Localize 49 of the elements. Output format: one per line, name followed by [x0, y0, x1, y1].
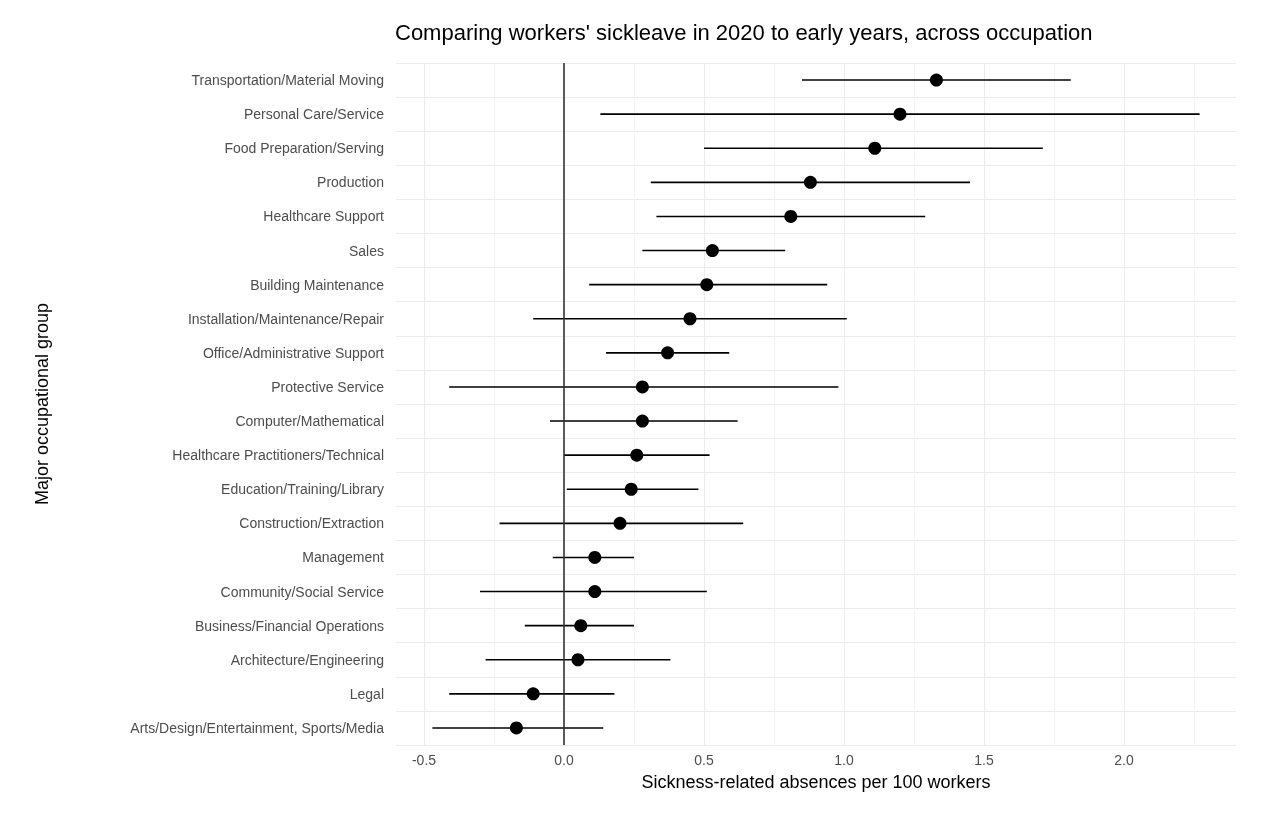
x-tick-label: 1.0: [834, 752, 854, 768]
x-tick-label: 0.0: [554, 752, 574, 768]
y-tick-label: Architecture/Engineering: [230, 651, 384, 668]
point: [630, 448, 644, 462]
point: [803, 175, 817, 189]
point: [588, 585, 602, 599]
y-tick-label: Community/Social Service: [220, 583, 385, 600]
point: [574, 619, 588, 633]
y-tick-label: Installation/Maintenance/Repair: [187, 310, 385, 327]
y-tick-label: Business/Financial Operations: [194, 617, 384, 634]
y-tick-label: Transportation/Material Moving: [191, 72, 384, 89]
y-tick-label: Computer/Mathematical: [235, 413, 384, 430]
y-tick-label: Legal: [349, 685, 384, 702]
y-tick-label: Building Maintenance: [250, 276, 385, 293]
point: [784, 209, 798, 223]
y-tick-label: Office/Administrative Support: [202, 344, 385, 361]
y-tick-label: Management: [302, 549, 385, 566]
y-tick-label: Healthcare Practitioners/Technical: [172, 447, 384, 464]
point: [683, 312, 697, 326]
y-tick-label: Protective Service: [271, 378, 385, 395]
y-tick-label: Food Preparation/Serving: [224, 140, 384, 157]
point: [661, 346, 675, 360]
point: [613, 516, 627, 530]
y-tick-label: Sales: [348, 242, 384, 259]
x-tick-label: -0.5: [411, 752, 437, 768]
point: [635, 414, 649, 428]
y-axis-title: Major occupational group: [32, 302, 52, 506]
y-tick-label: Production: [317, 174, 384, 191]
point: [526, 687, 540, 701]
point: [571, 653, 585, 667]
point: [635, 380, 649, 394]
point: [700, 278, 714, 292]
x-tick-label: 0.5: [694, 752, 714, 768]
x-tick-label: 1.5: [974, 752, 994, 768]
point: [509, 721, 523, 735]
y-tick-label: Healthcare Support: [263, 208, 385, 225]
point: [893, 107, 907, 121]
chart-title: Comparing workers' sickleave in 2020 to early years, across occupation: [395, 19, 1093, 45]
point: [929, 73, 943, 87]
y-tick-label: Personal Care/Service: [243, 106, 385, 123]
point: [705, 244, 719, 258]
y-tick-label: Education/Training/Library: [221, 481, 384, 498]
point: [868, 141, 882, 155]
y-tick-label: Arts/Design/Entertainment, Sports/Media: [130, 719, 385, 736]
point: [588, 550, 602, 564]
x-axis-title: Sickness-related absences per 100 workers: [641, 772, 991, 792]
point: [624, 482, 638, 496]
y-tick-label: Construction/Extraction: [239, 515, 384, 532]
x-tick-label: 2.0: [1114, 752, 1134, 768]
